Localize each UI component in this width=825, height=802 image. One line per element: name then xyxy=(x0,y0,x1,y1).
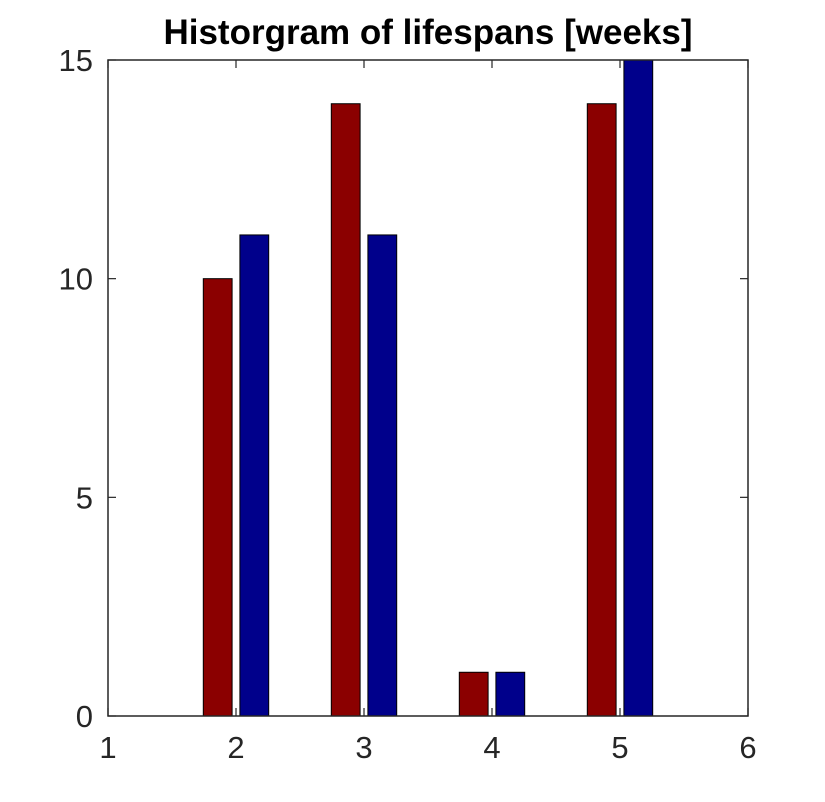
bar-series2-5 xyxy=(623,59,654,717)
x-tick-label-4: 4 xyxy=(483,730,500,765)
plot-area-frame xyxy=(107,59,749,717)
bar-series2-3 xyxy=(367,234,398,717)
bar-series1-2 xyxy=(202,278,233,717)
y-tick-labels: 0 5 10 15 xyxy=(59,43,93,734)
x-tick-label-2: 2 xyxy=(227,730,244,765)
x-tick-label-6: 6 xyxy=(739,730,756,765)
y-tick-label-10: 10 xyxy=(59,262,93,297)
bars-group xyxy=(202,59,654,717)
bar-series2-2 xyxy=(239,234,270,717)
x-tick-label-5: 5 xyxy=(611,730,628,765)
bar-series2-4 xyxy=(495,671,526,717)
x-tick-label-1: 1 xyxy=(99,730,116,765)
y-tick-label-5: 5 xyxy=(76,480,93,515)
y-tick-label-0: 0 xyxy=(76,699,93,734)
chart-title: Historgram of lifespans [weeks] xyxy=(163,13,692,52)
x-tick-labels: 1 2 3 4 5 6 xyxy=(99,730,756,765)
y-tick-label-15: 15 xyxy=(59,43,93,78)
x-tick-label-3: 3 xyxy=(355,730,372,765)
bar-series1-5 xyxy=(586,103,617,717)
bar-series1-3 xyxy=(330,103,361,717)
bar-series1-4 xyxy=(458,671,489,717)
